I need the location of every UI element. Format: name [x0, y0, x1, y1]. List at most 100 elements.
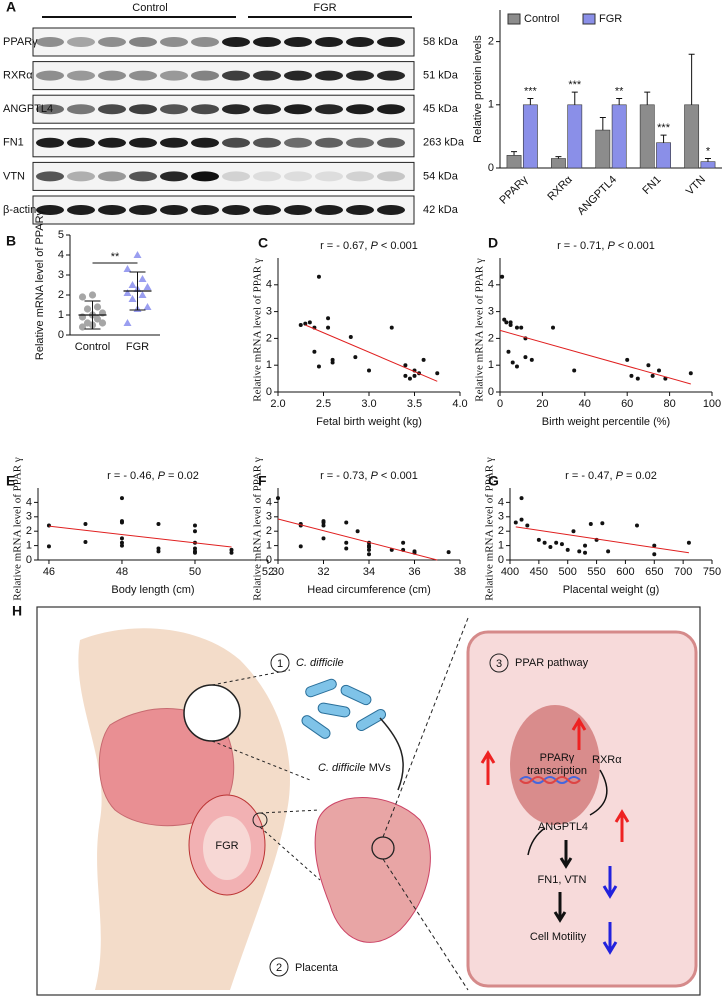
- x-tick-label: 3.0: [361, 398, 376, 410]
- x-tick-label: FN1: [640, 174, 663, 197]
- band: [377, 37, 405, 47]
- x-tick-label: 500: [559, 566, 577, 578]
- arrow: [527, 827, 546, 856]
- x-tick-label: 2.0: [270, 398, 285, 410]
- band: [98, 137, 126, 148]
- point: [367, 368, 371, 373]
- dash: [382, 858, 469, 991]
- sd-bar: [84, 300, 101, 330]
- legend-swatch: [582, 13, 596, 25]
- y-tick-label: 1: [58, 309, 64, 321]
- placenta-label: Placenta: [295, 962, 339, 974]
- annotation: r = - 0.73, P < 0.001: [320, 470, 418, 482]
- y-tick-label: 4: [58, 249, 64, 261]
- annotation-part: r = - 0.67,: [320, 240, 370, 252]
- band: [98, 104, 126, 115]
- band: [377, 171, 405, 182]
- pathway-label: PPAR pathway: [515, 657, 589, 669]
- point: [321, 536, 326, 541]
- y-axis-label: Relative mRNA level of PPAR γ: [12, 457, 24, 601]
- point: [229, 547, 234, 552]
- band: [284, 171, 312, 182]
- blot-size-label: 45 kDa: [423, 103, 459, 115]
- band: [67, 137, 95, 148]
- point: [625, 357, 630, 362]
- x-tick-label: 48: [116, 566, 128, 578]
- point: [504, 320, 509, 325]
- y-tick-label: 4: [266, 279, 272, 291]
- blot-row-label: β-actin: [3, 204, 36, 216]
- point: [367, 552, 371, 557]
- band: [253, 205, 281, 215]
- band: [346, 171, 374, 182]
- bar: [611, 104, 627, 169]
- bacteria-label: C. difficile: [296, 657, 344, 669]
- x-tick-label: 30: [272, 566, 284, 578]
- y-tick-label: 2: [488, 36, 494, 48]
- x-tick-label: RXRα: [545, 173, 575, 203]
- bar: [595, 129, 611, 169]
- ppar-label: transcription: [527, 765, 587, 777]
- y-tick-label: 2: [498, 525, 504, 537]
- point: [83, 522, 88, 526]
- y-tick-label: 0: [488, 386, 494, 398]
- x-axis-label: Fetal birth weight (kg): [316, 416, 422, 428]
- band: [284, 205, 312, 215]
- band: [284, 70, 312, 81]
- point: [326, 316, 331, 321]
- point: [46, 544, 51, 549]
- panel-label: C: [258, 235, 268, 251]
- band: [36, 104, 64, 115]
- blot-row-label: RXRα: [3, 70, 33, 82]
- band: [36, 171, 64, 182]
- band: [129, 205, 157, 215]
- y-tick-label: 3: [26, 511, 32, 523]
- x-tick-label: 32: [317, 566, 329, 578]
- y-axis-label: Relative mRNA level of PPAR γ: [484, 457, 496, 601]
- point: [389, 325, 394, 330]
- point: [686, 540, 691, 545]
- blot-size-label: 54 kDa: [423, 170, 459, 182]
- band: [346, 37, 374, 47]
- angptl4-label: ANGPTL4: [538, 821, 588, 833]
- fit-line: [305, 324, 438, 382]
- point: [559, 542, 564, 547]
- x-tick-label: 3.5: [407, 398, 422, 410]
- point: [650, 373, 655, 378]
- point: [307, 320, 312, 325]
- band: [160, 37, 188, 47]
- panel-label: D: [488, 235, 498, 251]
- x-tick-label: Control: [75, 341, 110, 353]
- band: [129, 70, 157, 81]
- point: [634, 523, 639, 528]
- x-tick-label: 400: [501, 566, 519, 578]
- x-tick-label: 750: [703, 566, 721, 578]
- dash: [211, 669, 291, 686]
- band: [36, 137, 64, 148]
- y-tick-label: 3: [58, 269, 64, 281]
- band: [315, 171, 343, 182]
- point: [446, 550, 451, 555]
- y-tick-label: 1: [488, 359, 494, 371]
- x-tick-label: 38: [454, 566, 466, 578]
- point: [583, 550, 588, 555]
- mvs-label: C. difficile MVs: [318, 762, 391, 774]
- annotation-part: r = - 0.73,: [320, 470, 370, 482]
- point: [93, 303, 102, 311]
- blot-size-label: 263 kDa: [423, 137, 465, 149]
- y-tick-label: 0: [498, 554, 504, 566]
- point: [514, 364, 519, 369]
- y-tick-label: 3: [266, 306, 272, 318]
- arrow: [379, 717, 404, 791]
- fgr-label: FGR: [215, 840, 238, 852]
- significance: ***: [524, 85, 538, 97]
- point: [367, 545, 371, 550]
- ppar-label: PPARγ: [540, 752, 575, 764]
- dna: [519, 776, 581, 784]
- point: [321, 520, 326, 525]
- band: [346, 137, 374, 148]
- band: [377, 70, 405, 81]
- zoom-circle: [183, 684, 241, 742]
- significance: ***: [657, 122, 671, 134]
- fit-line: [277, 518, 438, 561]
